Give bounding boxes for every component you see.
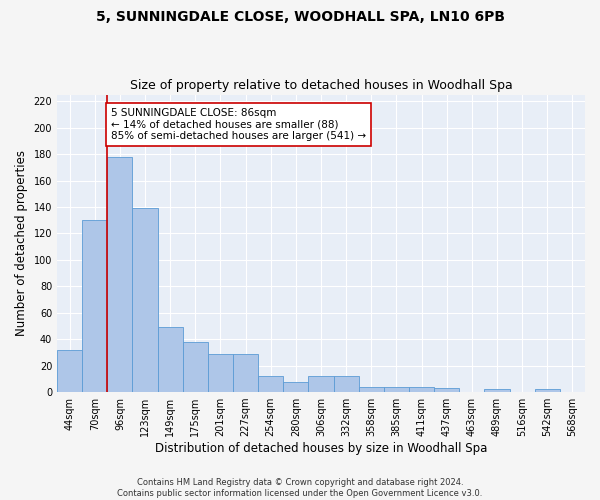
Bar: [283, 382, 308, 392]
Bar: [359, 387, 384, 392]
Bar: [434, 388, 459, 392]
Bar: [183, 342, 208, 392]
Bar: [82, 220, 107, 392]
Bar: [57, 350, 82, 392]
Text: 5, SUNNINGDALE CLOSE, WOODHALL SPA, LN10 6PB: 5, SUNNINGDALE CLOSE, WOODHALL SPA, LN10…: [95, 10, 505, 24]
Bar: [107, 156, 133, 392]
Bar: [133, 208, 158, 392]
Bar: [258, 376, 283, 392]
Bar: [484, 390, 509, 392]
Y-axis label: Number of detached properties: Number of detached properties: [15, 150, 28, 336]
Bar: [334, 376, 359, 392]
Bar: [158, 328, 183, 392]
Bar: [384, 387, 409, 392]
Bar: [409, 387, 434, 392]
Title: Size of property relative to detached houses in Woodhall Spa: Size of property relative to detached ho…: [130, 79, 512, 92]
Bar: [308, 376, 334, 392]
Bar: [233, 354, 258, 392]
Text: Contains HM Land Registry data © Crown copyright and database right 2024.
Contai: Contains HM Land Registry data © Crown c…: [118, 478, 482, 498]
Bar: [208, 354, 233, 392]
X-axis label: Distribution of detached houses by size in Woodhall Spa: Distribution of detached houses by size …: [155, 442, 487, 455]
Text: 5 SUNNINGDALE CLOSE: 86sqm
← 14% of detached houses are smaller (88)
85% of semi: 5 SUNNINGDALE CLOSE: 86sqm ← 14% of deta…: [111, 108, 366, 141]
Bar: [535, 390, 560, 392]
